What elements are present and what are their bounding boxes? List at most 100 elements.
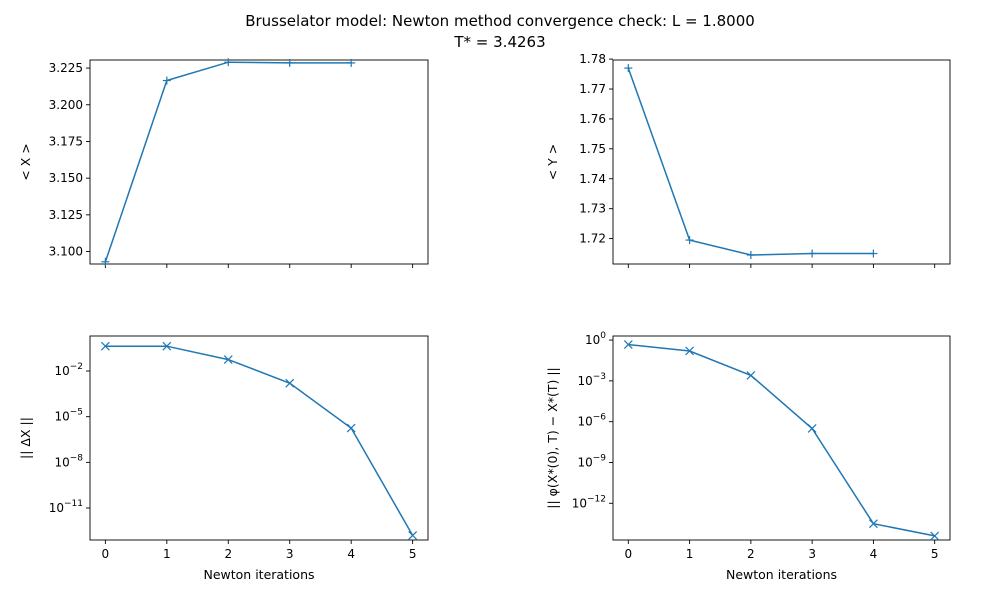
data-point-marker — [285, 58, 294, 67]
x-tick-label: 0 — [624, 547, 632, 561]
y-tick-label: 10−5 — [54, 408, 83, 424]
x-tick-label: 3 — [808, 547, 816, 561]
data-point-marker — [685, 346, 695, 356]
y-tick-label-base: 10 — [54, 364, 69, 378]
data-point-marker — [408, 531, 418, 540]
data-point-marker — [224, 58, 233, 67]
y-tick-label-exponent: −8 — [70, 453, 84, 463]
data-point-marker — [807, 424, 817, 433]
y-tick-label: 1.75 — [579, 142, 606, 156]
y-tick-label: 1.76 — [579, 112, 606, 126]
y-tick-label-base: 10 — [577, 415, 592, 429]
y-tick-label-base: 10 — [585, 333, 600, 347]
y-tick-label-exponent: −2 — [70, 362, 83, 372]
axes-frame — [612, 59, 951, 265]
axes-frame — [89, 59, 429, 265]
data-point-marker — [624, 64, 633, 73]
y-tick-label-base: 10 — [54, 455, 69, 469]
marker-stroke — [868, 519, 878, 529]
panel-mean-y: 1.72 1.73 1.74 1.75 1.76 1.77 1.78 < Y > — [545, 52, 951, 268]
data-point-marker — [285, 378, 295, 388]
data-point-marker — [869, 249, 878, 258]
y-tick-label-base: 10 — [54, 410, 69, 424]
y-tick-label: 3.225 — [49, 61, 83, 75]
y-tick-label: 1.77 — [579, 82, 606, 96]
y-tick-label-exponent: 0 — [600, 331, 606, 341]
y-axis-label: || φ(X*(0), T) − X*(T) || — [545, 367, 560, 509]
marker-stroke — [408, 531, 418, 540]
data-point-marker — [623, 340, 633, 349]
panel-delta-x-norm: 0 1 2 3 4 510−210−510−810−11|| ΔX ||Newton it… — [18, 335, 429, 582]
y-tick-label-base: 10 — [572, 496, 587, 510]
marker-stroke — [746, 371, 756, 380]
marker-stroke — [807, 424, 817, 433]
y-tick-label-base: 10 — [49, 501, 64, 515]
y-tick-label: 3.100 — [49, 245, 83, 259]
x-tick-label: 1 — [163, 547, 171, 561]
data-point-marker — [347, 58, 356, 67]
y-tick-label-exponent: −9 — [593, 453, 607, 463]
y-tick-label: 10−2 — [54, 362, 83, 378]
marker-stroke — [930, 531, 940, 541]
x-tick-label: 5 — [931, 547, 939, 561]
x-tick-label: 2 — [224, 547, 232, 561]
y-axis-label: < X > — [18, 143, 33, 180]
y-tick-label: 1.72 — [579, 232, 606, 246]
y-tick-label: 1.78 — [579, 52, 606, 66]
y-tick-label: 3.125 — [49, 208, 83, 222]
y-tick-label-base: 10 — [577, 374, 592, 388]
y-tick-label-exponent: −5 — [70, 408, 83, 418]
x-tick-label: 5 — [409, 547, 417, 561]
x-tick-label: 4 — [347, 547, 355, 561]
y-tick-label: 10−11 — [49, 499, 83, 515]
data-point-marker — [346, 423, 356, 433]
series-line — [104, 61, 352, 263]
marker-stroke — [100, 341, 110, 351]
data-point-marker — [223, 355, 233, 365]
y-tick-label: 1.73 — [579, 202, 606, 216]
y-tick-label: 100 — [585, 331, 606, 347]
y-tick-label: 10−3 — [577, 372, 606, 388]
marker-stroke — [623, 340, 633, 349]
data-point-marker — [746, 371, 756, 380]
data-point-marker — [685, 236, 694, 245]
y-tick-label: 3.150 — [49, 171, 83, 185]
y-tick-label-base: 10 — [577, 455, 592, 469]
y-axis-label: || ΔX || — [18, 417, 33, 459]
marker-stroke — [685, 346, 695, 356]
y-tick-label-exponent: −12 — [587, 494, 606, 504]
x-tick-label: 1 — [686, 547, 694, 561]
figure-title-line1: Brusselator model: Newton method converg… — [245, 12, 755, 30]
series-line — [627, 67, 874, 256]
data-point-marker — [808, 249, 817, 258]
data-point-marker — [746, 251, 755, 260]
data-point-marker — [101, 257, 110, 266]
y-tick-label: 1.74 — [579, 172, 606, 186]
data-point-marker — [100, 341, 110, 351]
x-axis-label: Newton iterations — [726, 567, 837, 582]
y-axis-label: < Y > — [545, 144, 560, 181]
axes-frame — [89, 335, 429, 541]
y-tick-label: 10−6 — [577, 413, 606, 429]
data-point-marker — [868, 519, 878, 529]
x-tick-label: 2 — [747, 547, 755, 561]
axes-frame — [612, 335, 951, 541]
marker-stroke — [162, 341, 172, 351]
figure-title-line2: T* = 3.4263 — [453, 33, 545, 51]
data-point-marker — [930, 531, 940, 541]
y-tick-label: 3.200 — [49, 98, 83, 112]
y-tick-label: 10−9 — [577, 453, 606, 469]
data-point-marker — [162, 76, 171, 85]
y-tick-label-exponent: −6 — [593, 413, 607, 423]
data-point-marker — [162, 341, 172, 351]
marker-stroke — [285, 378, 295, 388]
x-tick-label: 0 — [102, 547, 110, 561]
panel-mean-x: 3.100 3.125 3.150 3.175 3.200 3.225 < X > — [18, 58, 429, 268]
marker-stroke — [223, 355, 233, 365]
x-tick-label: 3 — [286, 547, 294, 561]
series-line — [628, 343, 935, 537]
series-line — [105, 345, 414, 536]
y-tick-label: 3.175 — [49, 134, 83, 148]
